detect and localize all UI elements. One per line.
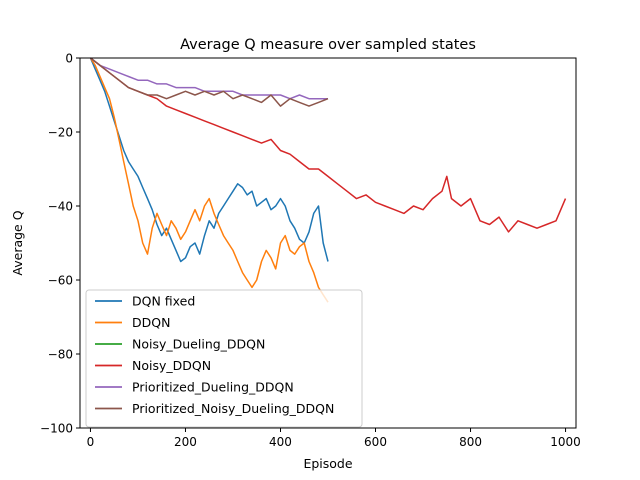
- plot-frame: [79, 57, 577, 429]
- x-tick-label: 0: [87, 435, 95, 449]
- legend-label: DDQN: [132, 315, 170, 330]
- legend-label: Prioritized_Dueling_DDQN: [132, 380, 294, 395]
- legend-label: Prioritized_Noisy_Dueling_DDQN: [132, 401, 334, 416]
- series-line-0: [89, 57, 329, 263]
- series-line-1: [89, 57, 329, 303]
- legend-label: DQN fixed: [132, 294, 195, 309]
- series-line-5: [90, 57, 329, 107]
- legend: DQN fixed DDQN Noisy_Dueling_DDQN Noisy_DDQ…: [85, 289, 363, 428]
- x-axis-label: Episode: [303, 456, 352, 471]
- x-tick-label: 800: [459, 435, 482, 449]
- y-tick-label: −100: [40, 422, 73, 436]
- y-tick-label: −20: [48, 126, 73, 140]
- y-tick-label: −60: [48, 274, 73, 288]
- y-tick-label: 0: [65, 52, 73, 66]
- series-line-3: [90, 57, 567, 233]
- y-tick-label: −80: [48, 348, 73, 362]
- series-layer: [89, 57, 567, 303]
- legend-label: Noisy_DDQN: [132, 358, 211, 373]
- legend-box: [85, 289, 363, 428]
- y-axis-label: Average Q: [10, 210, 25, 275]
- x-tick-label: 200: [174, 435, 197, 449]
- x-tick-label: 600: [364, 435, 387, 449]
- x-tick-label: 400: [269, 435, 292, 449]
- series-line-4: [90, 57, 328, 100]
- x-tick-label: 1000: [550, 435, 581, 449]
- x-axis: 0 200 400 600 800 1000: [87, 428, 581, 449]
- legend-label: Noisy_Dueling_DDQN: [132, 337, 265, 352]
- chart-title: Average Q measure over sampled states: [180, 37, 476, 53]
- y-axis: 0 −20 −40 −60 −80 −100: [40, 52, 80, 436]
- y-tick-label: −40: [48, 200, 73, 214]
